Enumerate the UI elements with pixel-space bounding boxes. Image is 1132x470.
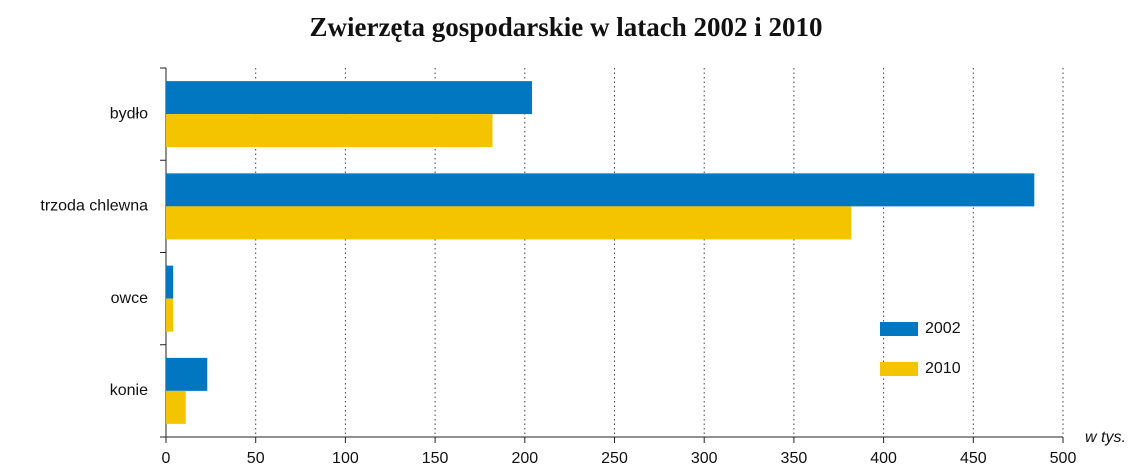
- x-tick-label: 250: [601, 450, 628, 467]
- x-tick-label: 500: [1050, 450, 1077, 467]
- bar: [166, 173, 1035, 207]
- bar: [166, 357, 208, 391]
- x-tick-label: 400: [870, 450, 897, 467]
- y-tick-label: owce: [111, 290, 148, 307]
- x-tick-label: 200: [511, 450, 538, 467]
- legend-label: 2002: [925, 320, 961, 337]
- y-tick-label: bydło: [110, 105, 148, 122]
- x-tick-label: 350: [781, 450, 808, 467]
- legend-swatch: [880, 362, 918, 376]
- bar: [166, 390, 186, 424]
- bar: [166, 114, 493, 148]
- legend-label: 2010: [925, 360, 961, 377]
- y-tick-label: trzoda chlewna: [40, 198, 148, 215]
- bar: [166, 81, 532, 115]
- x-axis-label: w tys.: [1085, 429, 1126, 446]
- x-tick-label: 300: [691, 450, 718, 467]
- bar: [166, 298, 174, 332]
- x-tick-label: 0: [162, 450, 171, 467]
- x-tick-label: 50: [247, 450, 265, 467]
- bar: [166, 206, 852, 240]
- y-tick-label: konie: [110, 382, 148, 399]
- legend-swatch: [880, 322, 918, 336]
- x-tick-label: 100: [332, 450, 359, 467]
- bar: [166, 265, 174, 299]
- chart-title: Zwierzęta gospodarskie w latach 2002 i 2…: [310, 12, 823, 42]
- x-tick-label: 150: [422, 450, 449, 467]
- x-tick-label: 450: [960, 450, 987, 467]
